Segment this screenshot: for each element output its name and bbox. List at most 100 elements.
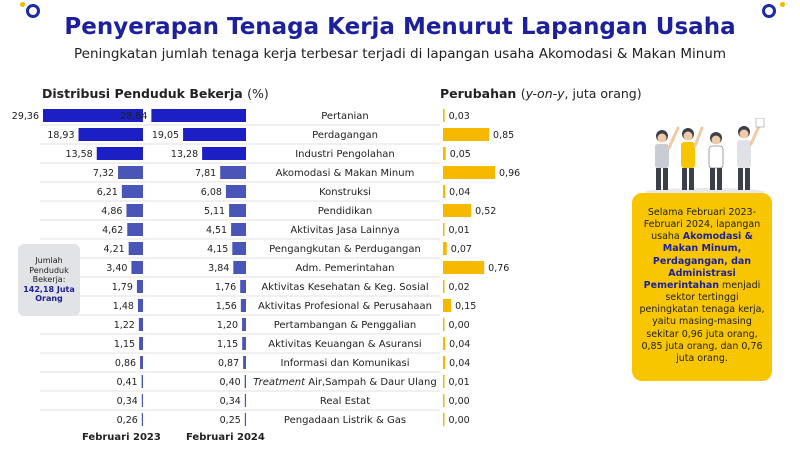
bar-label-2023: 4,86 [101,206,122,217]
bar-2024 [240,299,246,312]
change-bar [443,185,446,198]
category-label: Real Estat [320,396,370,407]
bar-label-2023: 3,40 [106,263,127,274]
category-label-italic: Treatment [253,377,308,388]
right-section-title-text: Perubahan [440,86,517,101]
bar-label-2024: 1,76 [215,282,236,293]
category-label: Aktivitas Jasa Lainnya [290,225,399,236]
category-label-rest: Air,Sampah & Daur Ulang [308,377,436,388]
bar-label-2023: 4,21 [104,244,125,255]
corner-decoration-left [26,4,40,18]
bar-label-2023: 1,22 [114,320,135,331]
total-workers-value: 142,18 Juta Orang [23,284,75,304]
change-label: 0,96 [499,168,520,179]
bar-label-2024: 5,11 [204,206,225,217]
bar-label-2024: 0,34 [220,396,241,407]
bar-label-2023: 6,21 [97,187,118,198]
bar-2024 [244,375,246,388]
change-bar [443,223,445,236]
change-bar [443,356,446,369]
change-label: 0,04 [449,339,470,350]
bar-label-2024: 4,51 [206,225,227,236]
change-bar [443,413,445,426]
change-label: 0,01 [449,377,470,388]
bar-label-2024: 6,08 [201,187,222,198]
bar-2024 [225,185,246,198]
corner-decoration-right [762,4,776,18]
bar-label-2023: 29,36 [12,111,39,122]
corner-dot-left [20,2,25,7]
bar-2024 [151,109,246,122]
bar-label-2023: 0,26 [117,415,138,426]
change-label: 0,00 [449,396,470,407]
change-label: 0,04 [449,358,470,369]
change-bar [443,394,445,407]
change-label: 0,01 [449,225,470,236]
summary-box: Selama Februari 2023-Februari 2024, lapa… [632,193,772,381]
left-section-title-text: Distribusi Penduduk Bekerja [42,86,243,101]
bar-2024 [244,413,246,426]
team-illustration [645,118,765,196]
page-subtitle: Peningkatan jumlah tenaga kerja terbesar… [74,46,726,62]
bar-2024 [220,166,246,179]
bar-2023 [128,242,143,255]
corner-dot-right [780,2,785,7]
bar-label-2023: 1,79 [112,282,133,293]
category-label: Adm. Pemerintahan [296,263,395,274]
bar-label-2023: 4,62 [102,225,123,236]
change-label: 0,76 [488,263,509,274]
bar-label-2024: 3,84 [208,263,229,274]
change-label: 0,52 [475,206,496,217]
bar-label-2024: 28,64 [120,111,147,122]
page-title: Penyerapan Tenaga Kerja Menurut Lapangan… [64,14,736,40]
bar-2024 [240,280,246,293]
bar-2024 [231,223,246,236]
category-label: Akomodasi & Makan Minum [276,168,415,179]
bar-label-2023: 0,41 [116,377,137,388]
bar-2023 [118,166,143,179]
change-bar [443,318,445,331]
bar-2023 [131,261,143,274]
bar-label-2023: 1,15 [114,339,135,350]
bar-label-2024: 4,15 [207,244,228,255]
bar-2024 [242,337,246,350]
total-workers-label: Jumlah Penduduk Bekerja: [29,256,69,285]
bar-2023 [127,223,143,236]
bar-2023 [140,356,143,369]
bar-label-2024: 1,56 [216,301,237,312]
bar-2023 [137,299,143,312]
bar-2023 [78,128,143,141]
change-bar [443,337,446,350]
bar-2023 [121,185,143,198]
right-section-title: Perubahan (y-on-y, juta orang) [440,86,642,101]
bar-label-2024: 7,81 [195,168,216,179]
year-label-2024: Februari 2024 [186,432,265,443]
summary-text-pre: Selama Februari 2023-Februari 2024, lapa… [643,207,761,243]
bar-label-2023: 0,86 [115,358,136,369]
bar-2024 [202,147,246,160]
bar-label-2024: 0,40 [220,377,241,388]
bar-2024 [233,261,246,274]
change-bar [443,128,490,141]
right-section-unit-rest: , juta orang) [564,86,642,101]
change-bar [443,109,445,122]
change-label: 0,02 [449,282,470,293]
bar-2023 [141,413,143,426]
category-label: Pengangkutan & Perdugangan [269,244,421,255]
left-section-unit: (%) [247,86,269,101]
year-label-2023: Februari 2023 [82,432,161,443]
change-label: 0,00 [449,415,470,426]
category-label: Konstruksi [319,187,371,198]
change-label: 0,85 [493,130,514,141]
category-label: Informasi dan Komunikasi [281,358,410,369]
bar-2023 [43,109,143,122]
category-label: Pertanian [321,111,369,122]
bar-2023 [141,394,143,407]
change-bar [443,147,446,160]
right-section-unit-italic: y-on-y [525,86,565,101]
bar-label-2024: 19,05 [152,130,179,141]
category-label: Aktivitas Keuangan & Asuransi [268,339,421,350]
category-label: Perdagangan [312,130,378,141]
change-label: 0,15 [455,301,476,312]
bar-label-2023: 13,58 [66,149,93,160]
